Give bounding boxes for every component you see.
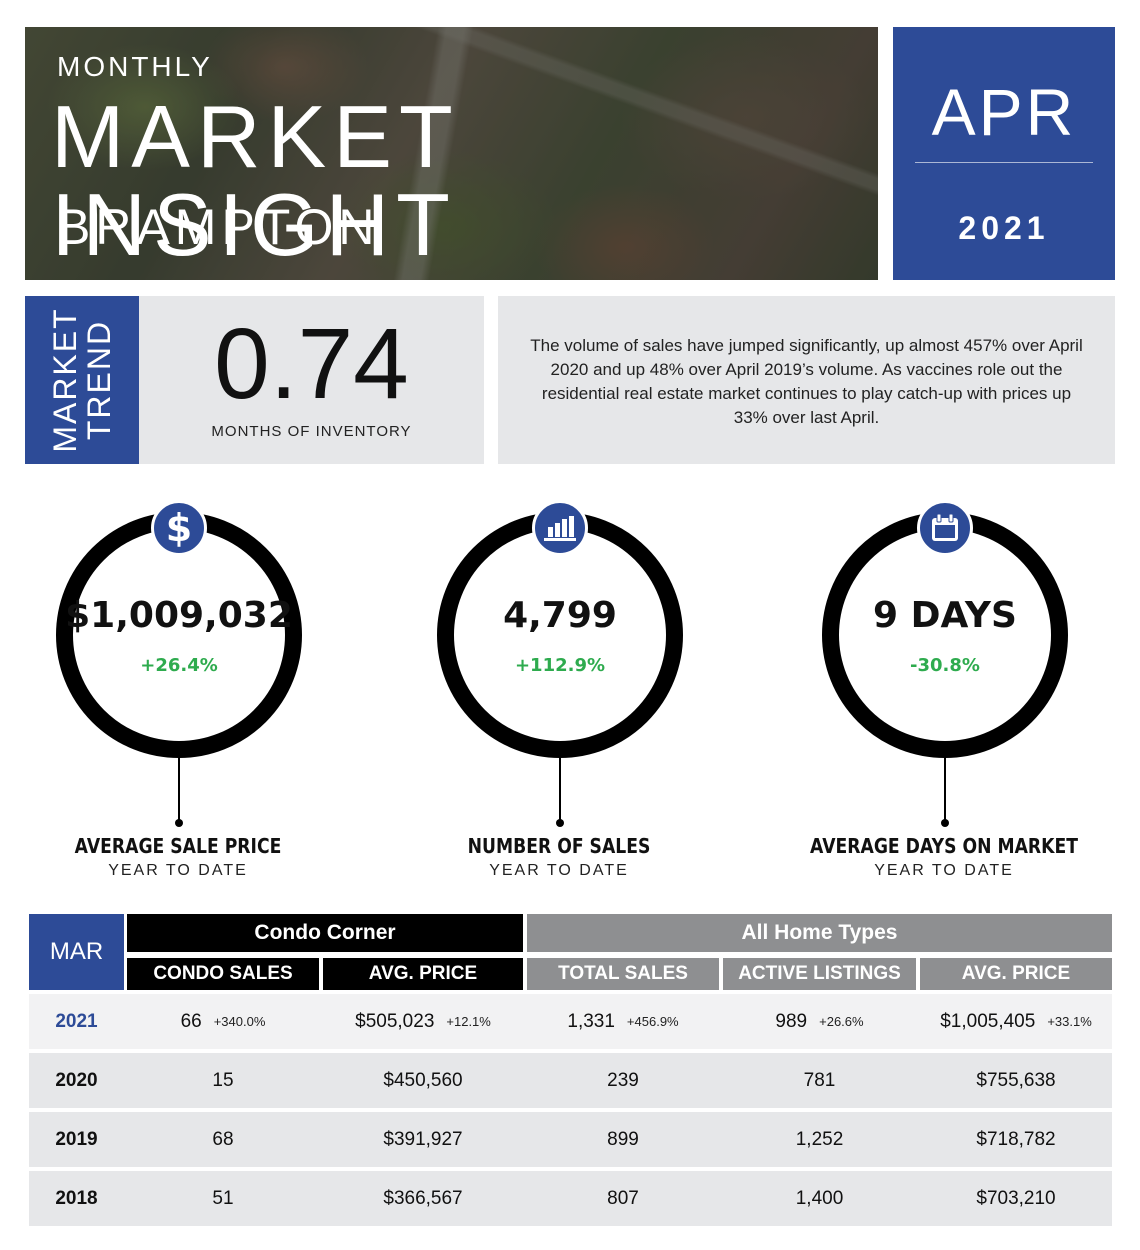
stat-connector-dot [941,819,949,827]
table-cell: $755,638 [976,1069,1056,1091]
table-cell: 51 [212,1187,234,1209]
bar-chart-icon [532,500,588,556]
trend-value-box: 0.74 MONTHS OF INVENTORY [139,296,484,464]
date-month: APR [931,75,1077,149]
table-row [29,1112,1112,1167]
table-cell: 781 [803,1069,836,1091]
table-cell: 1,252 [795,1128,844,1150]
table-cell: 66 +340.0% [180,1010,266,1032]
stat-change: +112.9% [514,655,606,676]
table-cell: 68 [212,1128,234,1150]
group-header-condo: Condo Corner [127,914,523,952]
table-cell: $391,927 [383,1128,463,1150]
stat-value: $1,009,032 [65,595,293,636]
date-year: 2021 [958,210,1050,246]
column-header-active-listings: ACTIVE LISTINGS [723,958,916,990]
table-cell: $703,210 [976,1187,1056,1209]
trend-label-line2: TREND [81,319,117,441]
header-city: BRAMPTON [57,199,380,255]
stat-number-of-sales: 4,799 +112.9% NUMBER OF SALES YEAR TO DA… [429,500,689,884]
stat-title: AVERAGE DAYS ON MARKET [810,834,1078,858]
row-year: 2020 [55,1069,98,1091]
stat-average-days-on-market: 9 DAYS -30.8% AVERAGE DAYS ON MARKET YEA… [810,500,1078,884]
stat-change: +26.4% [140,655,218,676]
row-year: 2019 [55,1128,98,1150]
stat-connector-dot [556,819,564,827]
table-row [29,1053,1112,1108]
stat-change: -30.8% [910,655,980,676]
column-header-condo-avg-price: AVG. PRICE [323,958,523,990]
column-header-condo-sales: CONDO SALES [127,958,319,990]
table-cell: $1,005,405 +33.1% [940,1010,1092,1032]
header-kicker: MONTHLY [57,51,213,82]
stat-subtitle: YEAR TO DATE [489,862,629,879]
table-cell: $366,567 [383,1187,463,1209]
table-row [29,994,1112,1049]
stat-connector-dot [175,819,183,827]
table-cell: $718,782 [976,1128,1056,1150]
table-cell: 899 [607,1128,639,1150]
table-cell: 1,400 [795,1187,844,1209]
stat-value: 4,799 [503,595,617,636]
date-box: APR 2021 [893,27,1115,280]
table-row [29,1171,1112,1226]
stat-connector [944,758,946,822]
stat-title: AVERAGE SALE PRICE [74,834,282,858]
header-title: MARKET INSIGHT [51,87,459,274]
trend-label-line1: MARKET [47,307,83,453]
row-year: 2018 [55,1187,98,1209]
trend-description-box: The volume of sales have jumped signific… [498,296,1115,464]
stat-title: NUMBER OF SALES [467,834,651,858]
market-trend-label: MARKET TREND [25,296,139,464]
stat-connector [178,758,180,822]
date-divider [915,162,1093,163]
dollar-icon: $ [151,500,207,556]
table-cell: 239 [607,1069,639,1091]
table-cell: 1,331 +456.9% [567,1010,679,1032]
table-corner-month: MAR [29,914,124,990]
column-header-all-avg-price: AVG. PRICE [920,958,1112,990]
calendar-icon [917,500,973,556]
stat-subtitle: YEAR TO DATE [108,862,248,879]
stat-value: 9 DAYS [873,595,1017,636]
months-of-inventory-caption: MONTHS OF INVENTORY [211,423,412,440]
column-header-total-sales: TOTAL SALES [527,958,719,990]
hero-banner: MONTHLY MARKET INSIGHT BRAMPTON [25,27,878,280]
row-year: 2021 [55,1010,98,1032]
stat-subtitle: YEAR TO DATE [874,862,1014,879]
table-cell: 989 +26.6% [775,1010,864,1032]
table-cell: $505,023 +12.1% [355,1010,491,1032]
table-cell: $450,560 [383,1069,463,1091]
table-cell: 807 [607,1187,639,1209]
stat-average-sale-price: $ $1,009,032 +26.4% AVERAGE SALE PRICE Y… [48,500,308,884]
months-of-inventory-value: 0.74 [214,308,409,420]
table-cell: 15 [212,1069,234,1091]
group-header-all-home-types: All Home Types [527,914,1112,952]
trend-description: The volume of sales have jumped signific… [530,336,1083,427]
stat-connector [559,758,561,822]
